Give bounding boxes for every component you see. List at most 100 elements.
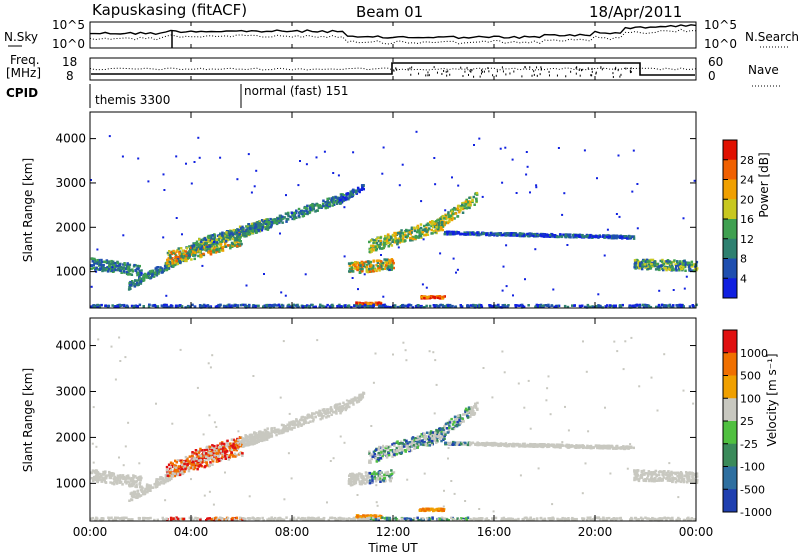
echo-cell: [637, 262, 640, 266]
echo-cell: [380, 254, 382, 256]
echo-cell: [378, 472, 381, 476]
echo-cell: [375, 472, 378, 476]
echo-cell: [177, 247, 180, 250]
echo-cell: [526, 165, 529, 168]
echo-cell: [263, 437, 267, 440]
echo-cell: [149, 272, 153, 276]
echo-cell: [447, 215, 451, 218]
nave-speck: [595, 71, 597, 74]
echo-cell: [410, 231, 413, 234]
echo-cell: [313, 204, 316, 207]
echo-cell: [207, 457, 210, 460]
echo-cell: [138, 485, 142, 489]
echo-cell: [581, 233, 584, 237]
echo-cell: [471, 198, 474, 202]
echo-cell: [209, 461, 212, 464]
echo-cell: [597, 304, 600, 307]
echo-cell: [224, 233, 227, 237]
echo-cell: [360, 268, 363, 271]
echo-cell: [221, 450, 224, 453]
echo-cell: [465, 207, 468, 210]
echo-cell: [418, 435, 422, 438]
echo-cell: [214, 452, 218, 455]
echo-cell: [368, 240, 371, 244]
echo-cell: [634, 260, 637, 264]
echo-cell: [253, 432, 256, 435]
echo-cell: [372, 264, 375, 267]
echo-cell: [351, 264, 355, 267]
echo-cell: [216, 445, 219, 449]
noise-search-label: N.Search: [745, 30, 799, 44]
echo-cell: [339, 405, 343, 408]
echo-cell: [672, 289, 675, 291]
echo-cell: [270, 431, 273, 435]
echo-cell: [128, 499, 131, 502]
echo-cell: [635, 303, 639, 307]
echo-cell: [104, 304, 107, 308]
echo-cell: [165, 469, 169, 472]
echo-cell: [520, 306, 524, 309]
echo-cell: [435, 441, 438, 444]
echo-cell: [680, 267, 683, 271]
echo-cell: [90, 264, 93, 267]
echo-cell: [248, 305, 251, 308]
echo-cell: [144, 272, 147, 276]
echo-cell: [396, 242, 399, 246]
echo-cell: [95, 469, 99, 472]
echo-cell: [350, 269, 353, 273]
echo-cell: [355, 473, 359, 476]
echo-cell: [199, 460, 203, 464]
echo-cell: [375, 259, 379, 263]
echo-cell: [212, 250, 215, 254]
echo-cell: [437, 226, 441, 229]
echo-cell: [402, 234, 406, 237]
echo-cell: [195, 453, 198, 456]
echo-cell: [219, 156, 222, 159]
echo-cell: [231, 233, 235, 236]
echo-cell: [109, 269, 113, 273]
echo-cell: [180, 255, 183, 258]
echo-cell: [292, 215, 296, 218]
echo-cell: [128, 273, 132, 276]
echo-cell: [297, 207, 301, 211]
echo-cell: [300, 209, 303, 213]
echo-cell: [544, 304, 548, 307]
nave-trace: [89, 67, 697, 71]
echo-cell: [269, 217, 272, 221]
echo-cell: [343, 206, 346, 209]
echo-cell: [389, 305, 392, 309]
echo-cell: [245, 234, 248, 238]
echo-cell: [139, 475, 142, 478]
echo-cell: [430, 228, 433, 232]
nave-speck: [629, 69, 631, 72]
echo-cell: [223, 305, 226, 308]
echo-cell: [654, 268, 658, 271]
echo-cell: [423, 224, 426, 228]
echo-cell: [121, 155, 124, 158]
nave-speck: [576, 66, 578, 69]
echo-cell: [229, 445, 233, 448]
echo-cell: [386, 454, 389, 458]
echo-cell: [632, 237, 636, 240]
echo-cell: [430, 295, 434, 298]
echo-cell: [238, 225, 242, 228]
echo-cell: [420, 236, 423, 239]
echo-cell: [235, 454, 238, 457]
echo-cell: [521, 304, 525, 308]
nave-speck: [393, 69, 395, 72]
echo-cell: [367, 305, 371, 308]
echo-cell: [571, 304, 574, 307]
echo-cell: [583, 149, 586, 152]
echo-cell: [177, 459, 180, 462]
echo-cell: [374, 303, 377, 306]
echo-cell: [399, 234, 402, 238]
echo-cell: [636, 227, 639, 230]
echo-cell: [190, 182, 193, 185]
echo-cell: [360, 270, 364, 273]
echo-cell: [124, 476, 128, 480]
echo-cell: [692, 263, 696, 266]
echo-cell: [589, 234, 592, 237]
echo-cell: [344, 196, 347, 200]
echo-cell: [144, 275, 147, 278]
echo-cell: [374, 268, 377, 271]
